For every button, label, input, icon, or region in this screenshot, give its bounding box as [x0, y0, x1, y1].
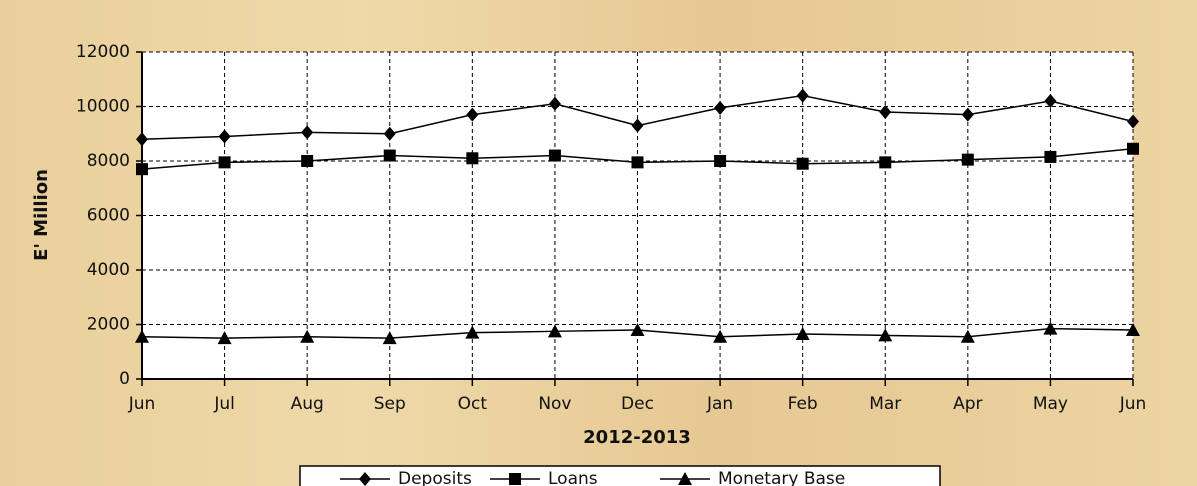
x-tick-label: Mar	[869, 394, 901, 414]
legend-box	[299, 465, 941, 486]
marker	[383, 126, 396, 141]
y-tick-label: 10000	[76, 97, 130, 117]
x-tick-label: Sep	[374, 394, 406, 414]
marker	[631, 156, 644, 169]
marker	[631, 118, 644, 133]
x-tick-label: Jun	[128, 394, 156, 414]
marker	[136, 163, 148, 176]
x-tick-label: Jun	[1119, 394, 1147, 414]
marker	[714, 155, 727, 167]
marker	[795, 327, 810, 341]
marker	[878, 328, 893, 342]
marker	[218, 129, 231, 144]
marker	[961, 107, 974, 122]
marker	[796, 88, 809, 103]
marker	[217, 331, 232, 345]
marker	[359, 472, 371, 486]
marker	[879, 156, 892, 169]
y-tick-label: 2000	[87, 315, 130, 335]
marker	[678, 472, 692, 485]
marker	[136, 132, 148, 147]
y-axis-title: E' Million	[31, 169, 52, 261]
x-tick-label: Nov	[538, 394, 571, 414]
y-tick-label: 4000	[87, 260, 130, 280]
marker	[1126, 322, 1140, 336]
marker	[714, 100, 727, 115]
legend: Deposits Loans Monetary Base	[299, 465, 941, 486]
x-tick-label: Jan	[706, 394, 733, 414]
x-tick-label: Dec	[621, 394, 654, 414]
x-tick-label: Jul	[213, 394, 235, 414]
x-tick-label: Apr	[953, 394, 982, 414]
marker	[466, 107, 479, 122]
marker	[548, 149, 561, 162]
marker	[961, 153, 974, 166]
marker	[1044, 150, 1057, 163]
marker	[1127, 142, 1139, 155]
y-tick-label: 6000	[87, 206, 130, 226]
legend-label: Monetary Base	[718, 469, 845, 486]
marker	[548, 96, 561, 111]
marker	[796, 157, 809, 170]
marker	[218, 156, 231, 169]
marker	[300, 329, 315, 343]
marker	[630, 322, 645, 336]
y-tick-label: 12000	[76, 42, 130, 62]
marker	[1044, 94, 1057, 109]
marker	[383, 149, 396, 162]
x-tick-label: May	[1033, 394, 1068, 414]
y-tick-label: 8000	[87, 151, 130, 171]
marker	[547, 324, 562, 338]
marker	[960, 329, 975, 343]
marker	[301, 125, 314, 140]
marker	[135, 329, 149, 343]
marker	[301, 155, 314, 167]
marker	[509, 473, 521, 485]
marker	[382, 331, 397, 345]
marker	[466, 152, 479, 165]
marker	[1043, 321, 1058, 335]
x-axis-title: 2012-2013	[583, 427, 691, 448]
marker	[879, 104, 892, 119]
marker	[1127, 114, 1139, 129]
marker	[713, 329, 728, 343]
y-tick-label: 0	[119, 369, 130, 389]
legend-label: Deposits	[398, 469, 472, 486]
legend-label: Loans	[548, 469, 598, 486]
x-tick-label: Oct	[458, 394, 488, 414]
marker	[465, 325, 480, 339]
x-tick-label: Aug	[291, 394, 324, 414]
x-tick-label: Feb	[788, 394, 818, 414]
